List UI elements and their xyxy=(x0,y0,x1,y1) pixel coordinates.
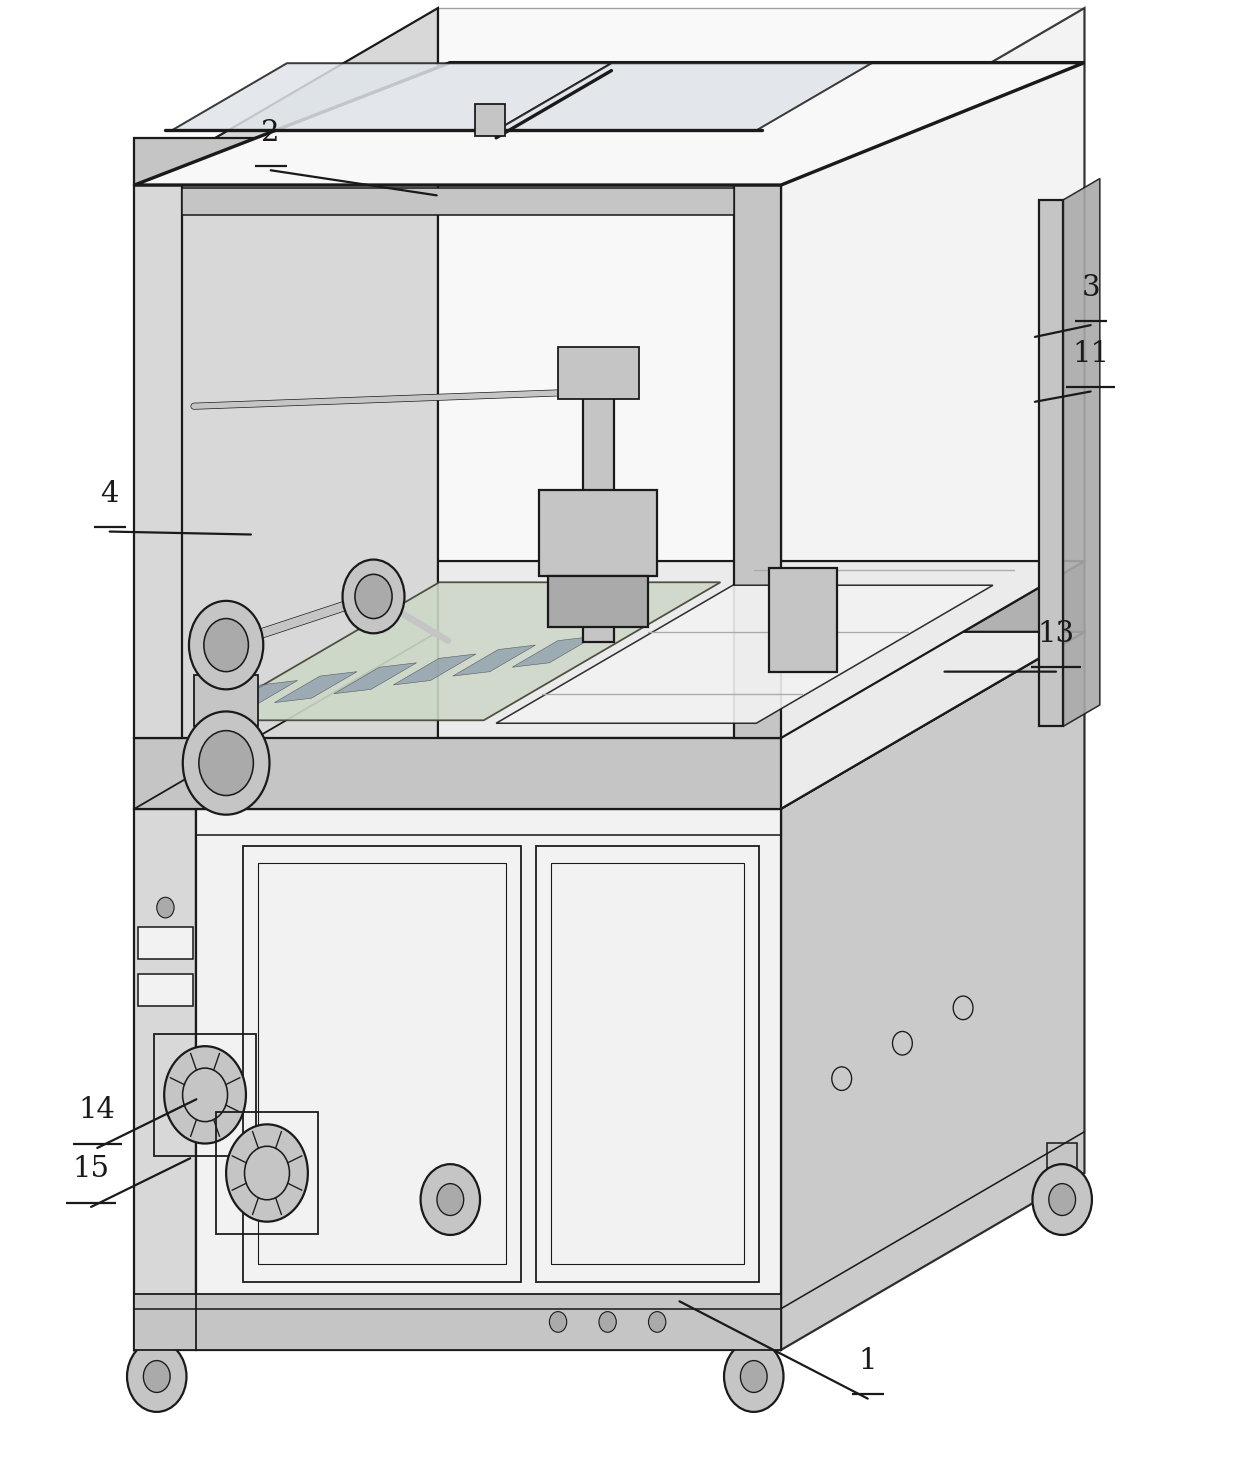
Circle shape xyxy=(226,1125,308,1222)
Polygon shape xyxy=(134,632,1085,809)
Polygon shape xyxy=(134,62,1085,184)
Circle shape xyxy=(436,1184,464,1215)
Polygon shape xyxy=(734,184,781,738)
Polygon shape xyxy=(138,974,192,1007)
Circle shape xyxy=(198,731,253,796)
Polygon shape xyxy=(496,584,993,723)
Polygon shape xyxy=(1039,199,1064,726)
Polygon shape xyxy=(438,7,1085,632)
Circle shape xyxy=(355,574,392,618)
Text: 2: 2 xyxy=(262,118,280,146)
Polygon shape xyxy=(453,645,536,676)
Circle shape xyxy=(1049,1184,1075,1215)
Circle shape xyxy=(182,711,269,815)
Circle shape xyxy=(1033,1165,1092,1235)
Circle shape xyxy=(420,1165,480,1235)
Polygon shape xyxy=(512,636,595,667)
Polygon shape xyxy=(215,680,298,711)
Polygon shape xyxy=(583,376,614,642)
Polygon shape xyxy=(181,184,734,738)
Text: 13: 13 xyxy=(1038,620,1075,648)
Polygon shape xyxy=(134,7,438,1351)
Circle shape xyxy=(724,1342,784,1413)
Polygon shape xyxy=(196,809,781,1351)
Polygon shape xyxy=(435,1142,465,1172)
Polygon shape xyxy=(134,1294,781,1351)
Polygon shape xyxy=(548,576,649,627)
Text: 14: 14 xyxy=(79,1097,115,1125)
Polygon shape xyxy=(475,103,505,136)
Circle shape xyxy=(144,1361,170,1392)
Polygon shape xyxy=(739,1320,769,1348)
Circle shape xyxy=(188,601,263,689)
Circle shape xyxy=(599,1312,616,1333)
Circle shape xyxy=(649,1312,666,1333)
Polygon shape xyxy=(141,1320,171,1348)
Circle shape xyxy=(740,1361,768,1392)
Polygon shape xyxy=(1064,179,1100,726)
Polygon shape xyxy=(138,927,192,959)
Polygon shape xyxy=(781,632,1085,1351)
Circle shape xyxy=(126,1342,186,1413)
Polygon shape xyxy=(1048,1142,1078,1172)
Text: 15: 15 xyxy=(73,1156,109,1184)
Polygon shape xyxy=(134,62,1085,184)
Polygon shape xyxy=(134,184,181,738)
Polygon shape xyxy=(134,809,196,1351)
Text: 4: 4 xyxy=(100,480,119,508)
Circle shape xyxy=(342,559,404,633)
Polygon shape xyxy=(193,675,258,726)
Polygon shape xyxy=(539,490,657,576)
Polygon shape xyxy=(202,582,720,720)
Circle shape xyxy=(164,1046,246,1144)
Polygon shape xyxy=(134,738,781,809)
Polygon shape xyxy=(334,663,417,694)
Circle shape xyxy=(549,1312,567,1333)
Polygon shape xyxy=(393,654,476,685)
Polygon shape xyxy=(781,7,1085,738)
Polygon shape xyxy=(558,347,639,399)
Polygon shape xyxy=(134,561,1085,738)
Polygon shape xyxy=(781,561,1085,809)
Polygon shape xyxy=(181,187,734,214)
Text: 11: 11 xyxy=(1073,339,1109,368)
Circle shape xyxy=(203,618,248,672)
Polygon shape xyxy=(134,137,781,184)
Polygon shape xyxy=(171,63,611,130)
Polygon shape xyxy=(769,568,837,672)
Circle shape xyxy=(156,897,174,918)
Polygon shape xyxy=(274,672,357,703)
Polygon shape xyxy=(496,63,872,130)
Text: 3: 3 xyxy=(1081,273,1100,301)
Text: 1: 1 xyxy=(858,1348,877,1376)
